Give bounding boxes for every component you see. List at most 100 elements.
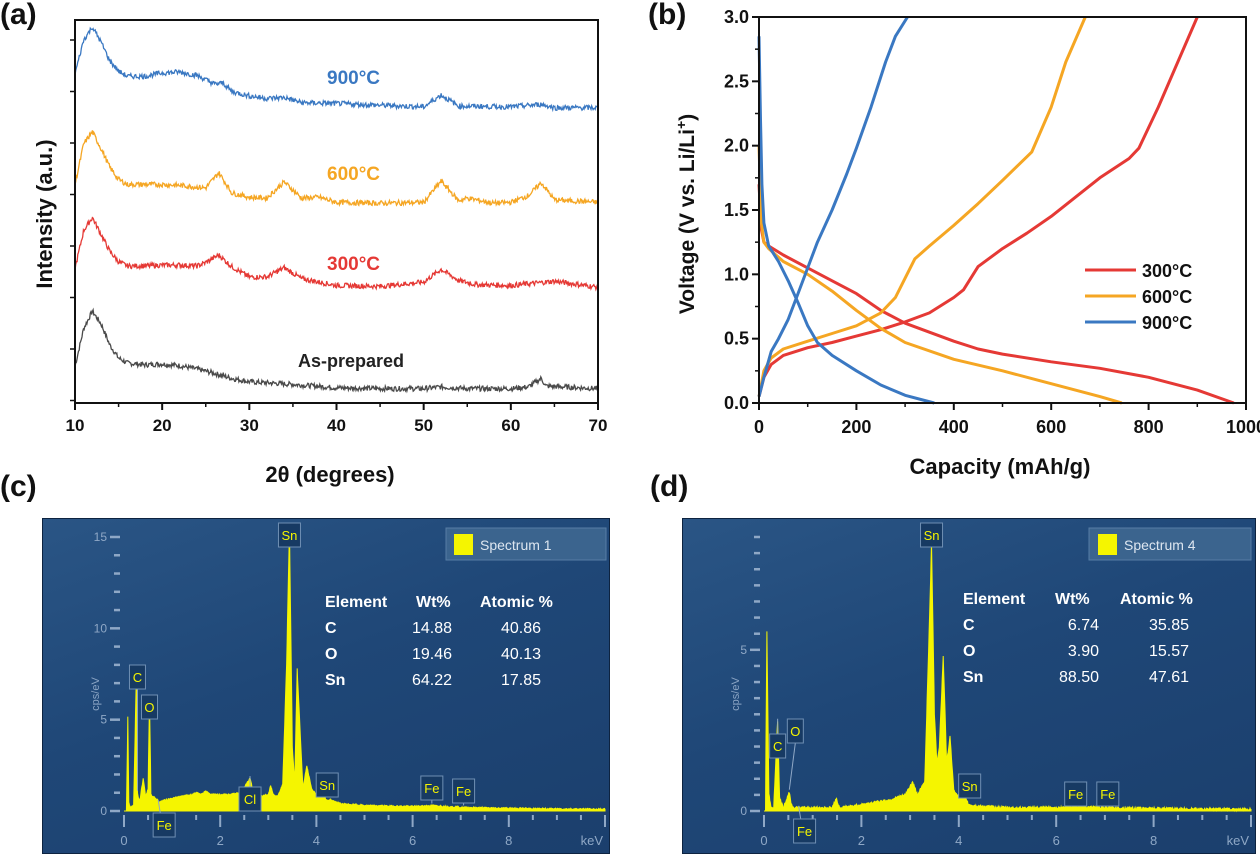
table-value: 64.22 — [412, 672, 452, 689]
composition-table: Element Wt% Atomic % C 14.88 40.86 O 19.46 40.13… — [325, 594, 553, 689]
table-value: 15.57 — [1149, 643, 1189, 660]
panel-label-d: (d) — [650, 470, 689, 503]
peak-label-fe[interactable]: Fe — [1096, 781, 1120, 807]
peak-label-text: C — [773, 739, 782, 754]
x-tick-label: 20 — [153, 416, 172, 435]
table-value: 19.46 — [412, 646, 452, 663]
legend: 300°C 600°C 900°C — [1085, 261, 1192, 333]
table-header: Atomic % — [480, 594, 553, 611]
charge-curve-600 — [757, 16, 1087, 397]
peak-label-sn[interactable]: Sn — [277, 522, 301, 548]
peak-label-box — [277, 522, 301, 548]
axis-ticks: 0 5 10 15 0 2 4 6 8 keV — [94, 530, 606, 848]
y-axis-label-close: ) — [676, 114, 699, 121]
charge-curve-300 — [757, 16, 1199, 397]
x-tick-label: 70 — [589, 416, 608, 435]
legend-label: 300°C — [1142, 261, 1192, 281]
y-tick-label: 0.0 — [724, 393, 749, 413]
charge-curve-900 — [757, 16, 909, 397]
table-element: Sn — [325, 672, 345, 689]
table-element: O — [325, 646, 337, 663]
x-tick-label: 0 — [754, 417, 764, 437]
peak-label-c[interactable]: C — [128, 664, 146, 791]
peak-label-box — [315, 772, 339, 798]
peak-label-text: Sn — [282, 528, 298, 543]
peak-label-fe[interactable]: Fe — [420, 775, 444, 804]
x-tick-label: 30 — [240, 416, 259, 435]
peak-label-box — [452, 778, 476, 804]
y-axis-label: Intensity (a.u.) — [32, 139, 57, 288]
legend-label: Spectrum 1 — [480, 537, 552, 553]
peak-label-box — [769, 733, 787, 759]
y-tick-label: 10 — [94, 621, 108, 635]
legend-box[interactable]: Spectrum 4 — [1088, 527, 1252, 561]
peak-label-cl[interactable]: Cl — [238, 776, 262, 812]
panel-label-a: (a) — [0, 0, 37, 31]
table-header: Element — [325, 594, 388, 611]
xrd-series-group — [74, 26, 599, 394]
label-600c: 600°C — [327, 164, 380, 185]
discharge-curve-900 — [757, 36, 935, 405]
peak-label-o[interactable]: O — [786, 718, 804, 790]
x-tick-label: 2 — [858, 833, 865, 848]
peak-label-box — [1064, 781, 1088, 807]
peak-label-box — [152, 812, 176, 838]
y-tick-label: 0.5 — [724, 329, 749, 349]
peak-label-text: O — [144, 700, 154, 715]
y-axis-label-sup: + — [673, 121, 689, 129]
y-tick-label: 2.0 — [724, 136, 749, 156]
x-tick-label: 0 — [120, 833, 127, 848]
x-axis-label: 2θ (degrees) — [265, 462, 394, 487]
spectrum-area — [764, 542, 1252, 813]
peak-label-text: Sn — [924, 528, 940, 543]
table-header: Wt% — [416, 594, 451, 611]
table-value: 47.61 — [1149, 669, 1189, 686]
y-tick-label: 1.5 — [724, 200, 749, 220]
xrd-line-300c — [74, 216, 599, 292]
xrd-chart: 10 20 30 40 50 60 70 900°C 600°C 300°C As-prep… — [32, 19, 608, 487]
peak-label-text: Fe — [1068, 787, 1083, 802]
peak-label-fe[interactable]: Fe — [152, 799, 176, 838]
peak-label-sn[interactable]: Sn — [315, 772, 339, 798]
x-tick-label: 10 — [66, 416, 85, 435]
x-tick-label: 200 — [841, 417, 871, 437]
x-tick-label: 0 — [760, 833, 767, 848]
x-tick-label: 400 — [939, 417, 969, 437]
legend-swatch — [1098, 534, 1117, 555]
legend-swatch — [454, 534, 473, 555]
discharge-curve-600 — [757, 145, 1123, 405]
x-ticks: 10 20 30 40 50 60 70 — [66, 39, 608, 435]
y-tick-label: 0 — [740, 804, 747, 818]
y-tick-label: 15 — [94, 530, 108, 544]
peak-label-fe[interactable]: Fe — [452, 778, 476, 806]
y-tick-label: 5 — [740, 643, 747, 657]
xrd-line-900c — [74, 26, 599, 113]
x-tick-label: 60 — [501, 416, 520, 435]
x-tick-label: 6 — [1053, 833, 1060, 848]
peak-label-fe[interactable]: Fe — [1064, 781, 1088, 807]
table-value: 35.85 — [1149, 617, 1189, 634]
peak-label-text: O — [790, 724, 800, 739]
peak-label-fe[interactable]: Fe — [793, 805, 817, 844]
y-tick-label: 1.0 — [724, 264, 749, 284]
panel-label-c: (c) — [0, 470, 37, 503]
x-tick-label: 6 — [409, 833, 416, 848]
peak-label-sn[interactable]: Sn — [958, 773, 982, 799]
x-tick-label: 40 — [327, 416, 346, 435]
peak-label-sn[interactable]: Sn — [920, 522, 944, 548]
peak-label-o[interactable]: O — [140, 694, 158, 720]
x-tick-label: 8 — [1150, 833, 1157, 848]
legend-box[interactable]: Spectrum 1 — [445, 527, 607, 561]
table-value: 14.88 — [412, 620, 452, 637]
panel-label-b: (b) — [648, 0, 687, 31]
table-element: C — [325, 620, 337, 637]
peak-label-c[interactable]: C — [769, 718, 787, 759]
x-axis-label: Capacity (mAh/g) — [910, 454, 1091, 479]
y-tick-label: 3.0 — [724, 7, 749, 27]
peak-labels: CO Fe Sn Sn Fe Fe — [769, 522, 1120, 844]
